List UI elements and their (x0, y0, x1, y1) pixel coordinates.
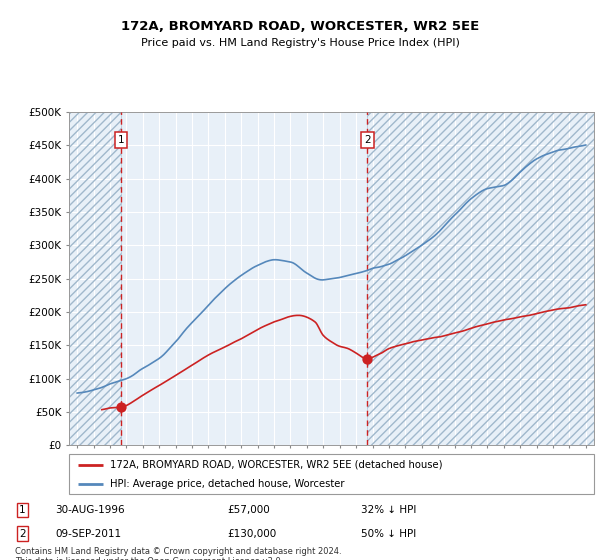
Text: HPI: Average price, detached house, Worcester: HPI: Average price, detached house, Worc… (110, 479, 344, 489)
Text: 2: 2 (364, 136, 371, 146)
Text: 09-SEP-2011: 09-SEP-2011 (56, 529, 122, 539)
Text: 172A, BROMYARD ROAD, WORCESTER, WR2 5EE: 172A, BROMYARD ROAD, WORCESTER, WR2 5EE (121, 20, 479, 32)
FancyBboxPatch shape (69, 454, 594, 494)
Text: £130,000: £130,000 (227, 529, 277, 539)
Text: Price paid vs. HM Land Registry's House Price Index (HPI): Price paid vs. HM Land Registry's House … (140, 38, 460, 48)
Text: £57,000: £57,000 (227, 505, 270, 515)
Point (362, 354, 372, 363)
Text: 172A, BROMYARD ROAD, WORCESTER, WR2 5EE (detached house): 172A, BROMYARD ROAD, WORCESTER, WR2 5EE … (110, 460, 442, 470)
Point (116, 403, 126, 412)
Text: 32% ↓ HPI: 32% ↓ HPI (361, 505, 416, 515)
Text: 2: 2 (19, 529, 26, 539)
Text: 1: 1 (19, 505, 26, 515)
Text: Contains HM Land Registry data © Crown copyright and database right 2024.
This d: Contains HM Land Registry data © Crown c… (15, 547, 341, 560)
Text: 1: 1 (118, 136, 124, 146)
Text: 50% ↓ HPI: 50% ↓ HPI (361, 529, 416, 539)
Text: 30-AUG-1996: 30-AUG-1996 (56, 505, 125, 515)
